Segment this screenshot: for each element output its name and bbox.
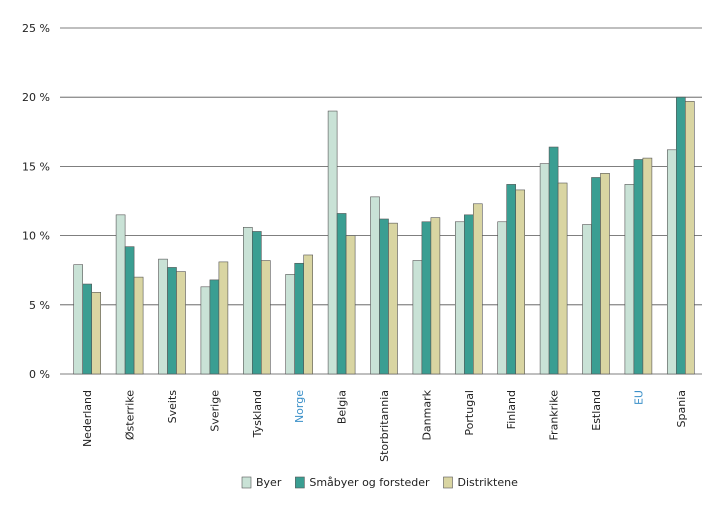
legend-swatch [443,476,453,489]
bar [294,262,305,375]
bar [497,221,508,375]
bar [124,246,135,375]
bar [633,159,644,375]
bar [506,184,517,375]
legend-label: Småbyer og forsteder [309,476,430,489]
bar [591,177,601,375]
x-tick-label: Østerrike [124,390,137,440]
bar [243,226,253,375]
bar [430,217,441,375]
bar [91,292,101,375]
bar [675,96,686,375]
x-tick-label: Estland [590,390,603,431]
x-tick-label: Belgia [336,390,349,424]
x-tick-label: Tyskland [251,390,264,438]
bar [209,279,220,375]
bar [582,224,592,375]
bar [684,101,695,375]
x-tick-label: Sveits [166,390,179,424]
bar [463,214,474,375]
bar [539,163,550,375]
bar [176,271,186,375]
bar [345,235,356,375]
bar [73,264,83,375]
bar [624,184,635,375]
bar [336,213,347,375]
x-tick-label: Finland [505,390,518,429]
y-tick-label: 15 % [22,160,50,173]
bar [370,196,380,375]
bar [200,286,211,375]
bar [218,261,229,375]
bar [388,222,398,375]
bar [548,146,559,375]
legend-swatch [241,476,252,489]
bar [557,182,568,375]
legend-label: Byer [256,476,282,489]
x-tick-label: Norge [293,390,306,423]
x-tick-label: Frankrike [548,390,561,441]
bar [454,221,465,375]
bar [327,110,338,375]
bar [666,149,677,375]
y-tick-label: 10 % [22,230,50,243]
bar [133,276,144,375]
y-tick-label: 0 % [29,368,50,381]
bar [115,214,126,375]
bar [600,173,610,375]
x-tick-label: Storbritannia [378,390,391,462]
x-tick-label: EU [632,390,645,405]
bar [158,258,168,375]
bar [515,189,526,375]
bar [421,221,432,375]
x-tick-label: Portugal [463,390,476,436]
bar [303,254,314,375]
x-tick-label: Spania [675,390,688,427]
bar [167,267,177,375]
legend-label: Distriktene [458,476,519,489]
bar [412,260,423,375]
bar [642,157,653,375]
bar [82,283,92,375]
bar [472,203,483,375]
bar [252,231,262,375]
bar [285,274,296,375]
y-tick-label: 5 % [29,299,50,312]
x-tick-label: Danmark [420,389,433,440]
bar [379,218,389,375]
y-tick-label: 25 % [22,22,50,35]
x-tick-label: Nederland [81,390,94,447]
bar [260,260,271,375]
x-tick-label: Sverige [208,390,221,432]
y-tick-label: 20 % [22,91,50,104]
legend-swatch [295,476,305,489]
